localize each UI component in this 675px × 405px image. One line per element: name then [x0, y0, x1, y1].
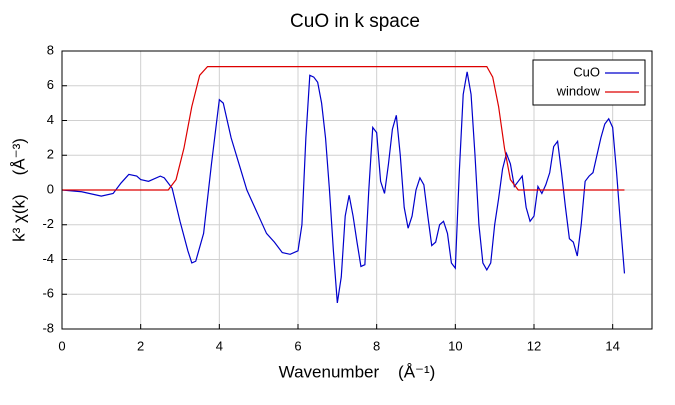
y-tick-label: -4	[42, 251, 54, 266]
y-tick-label: 4	[47, 112, 54, 127]
lines	[61, 66, 626, 304]
x-tick-label: 2	[137, 338, 144, 353]
legend-label: CuO	[573, 64, 600, 79]
y-tick-label: -2	[42, 216, 54, 231]
y-tick-label: 8	[47, 42, 54, 57]
x-tick-label: 6	[294, 338, 301, 353]
y-tick-label: 0	[47, 181, 54, 196]
x-tick-label: 8	[373, 338, 380, 353]
plot-frame	[61, 50, 653, 330]
y-tick-label: -6	[42, 286, 54, 301]
x-tick-label: 4	[216, 338, 223, 353]
legend: CuO window	[532, 59, 646, 106]
y-axis-label: k³ χ(k) (Å⁻³)	[9, 138, 28, 242]
y-tick-label: -8	[42, 320, 54, 335]
chart-title: CuO in k space	[290, 11, 420, 32]
x-tick-label: 10	[448, 338, 462, 353]
x-tick-label: 12	[527, 338, 541, 353]
legend-box	[532, 59, 646, 106]
legend-label: window	[556, 83, 601, 98]
y-tick-label: 6	[47, 77, 54, 92]
x-tick-label: 14	[605, 338, 619, 353]
x-axis-label: Wavenumber (Å⁻¹)	[279, 362, 436, 381]
y-tick-label: 2	[47, 147, 54, 162]
series-line	[62, 66, 625, 191]
series-line	[61, 71, 626, 304]
x-tick-label: 0	[58, 338, 65, 353]
